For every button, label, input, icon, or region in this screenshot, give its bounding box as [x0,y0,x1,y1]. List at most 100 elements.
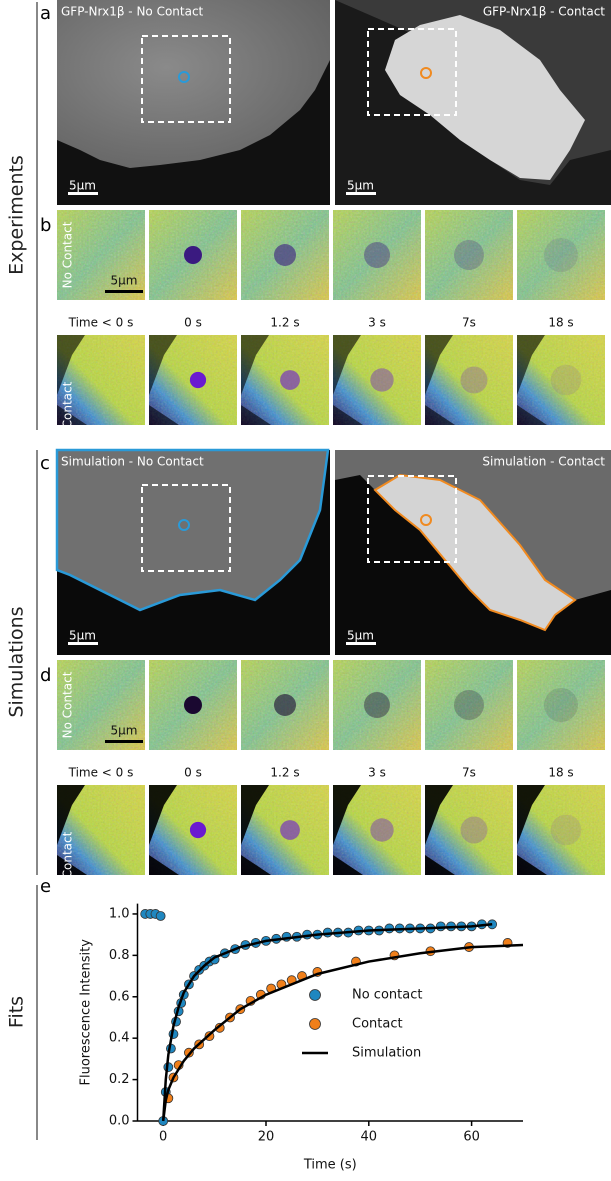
cell-edge [333,785,363,875]
scale-bar-label: 5μm [111,724,138,738]
image-panel [57,0,330,205]
image-panel [335,450,611,655]
bleach-spot [370,368,394,392]
time-label: Time < 0 s [68,316,134,330]
bleach-spot [280,820,300,840]
panel-title: GFP-Nrx1β - No Contact [61,5,204,19]
bleach-spot [274,694,296,716]
panel-title: Simulation - Contact [482,455,605,469]
time-label: 7s [462,316,476,330]
tile-noise [333,660,421,750]
scale-bar [105,740,143,743]
cell-edge [425,335,455,425]
legend-label: Contact [352,1017,403,1032]
bleach-spot [544,238,578,272]
chart: 0.0 0.2 0.4 0.6 0.8 1.0 0 20 40 60 Time (s) Fluores… [79,903,524,1173]
bleach-spot [184,246,202,264]
y-tick-label: 0.8 [109,948,130,963]
bleach-spot [189,821,207,839]
panel-title: GFP-Nrx1β - Contact [483,5,605,19]
bleach-spot [370,818,394,842]
bleach-spot [550,814,582,846]
image-panel [55,448,330,655]
panel-label: d [40,665,51,686]
cell-edge [241,335,271,425]
cell-edge [149,785,179,875]
panel-label: e [40,876,51,897]
tile-noise [425,660,513,750]
panel-label: c [40,453,50,474]
row-label: No Contact [61,221,75,288]
x-tick-label: 60 [463,1130,480,1145]
panel-label: b [40,215,51,236]
bleach-spot [274,244,296,266]
cell-edge [333,335,363,425]
cell-edge [57,785,87,875]
cell-edge [517,785,547,875]
bleach-spot [550,364,582,396]
bleach-spot [364,692,390,718]
time-label: 3 s [368,766,386,780]
time-label: Time < 0 s [68,766,134,780]
scale-bar-label: 5μm [69,629,96,643]
panel-title: Simulation - No Contact [61,455,204,469]
time-label: 0 s [184,316,202,330]
section-label: Simulations [6,606,28,717]
bleach-spot [189,371,207,389]
row-label: Contact [61,831,75,878]
cell-edge [57,335,87,425]
time-label: 3 s [368,316,386,330]
bleach-spot [544,688,578,722]
bleach-spot [454,690,484,720]
time-label: 1.2 s [270,766,299,780]
y-tick-label: 1.0 [109,906,130,921]
tile-noise [517,660,605,750]
x-tick-label: 0 [159,1130,167,1145]
cell-edge [241,785,271,875]
row-label: Contact [61,381,75,428]
tile-noise [57,210,145,300]
legend-label: No contact [352,988,422,1003]
bleach-spot [364,242,390,268]
bleach-spot [454,240,484,270]
scale-bar-label: 5μm [111,274,138,288]
x-axis-label: Time (s) [303,1158,357,1173]
tile-noise [517,210,605,300]
row-label: No Contact [61,671,75,738]
scale-bar-label: 5μm [69,179,96,193]
cell-edge [425,785,455,875]
tile-noise [333,210,421,300]
legend-swatch [309,989,321,1001]
y-tick-label: 0.4 [109,1031,130,1046]
legend-label: Simulation [352,1046,421,1061]
image-panel [335,0,611,205]
section-label: Experiments [6,155,28,275]
tile-noise [57,660,145,750]
scale-bar [105,290,143,293]
cell-edge [149,335,179,425]
panel-label: a [40,3,51,24]
x-tick-label: 20 [258,1130,275,1145]
x-tick-label: 40 [361,1130,378,1145]
tile-group: Time < 0 s 0 s 1.2 s 3 s 7s 18 s No Contact Con… [57,210,605,878]
tile-noise [425,210,513,300]
section-label: Fits [6,996,28,1028]
legend-swatch [309,1018,321,1030]
y-tick-label: 0.2 [109,1072,130,1087]
fit-line [161,923,524,1122]
scale-bar-label: 5μm [347,629,374,643]
time-label: 1.2 s [270,316,299,330]
cell-edge [517,335,547,425]
data-point [155,911,166,921]
time-label: 18 s [548,316,573,330]
bleach-spot [460,366,488,394]
bleach-spot [184,696,202,714]
time-label: 7s [462,766,476,780]
time-label: 18 s [548,766,573,780]
y-tick-label: 0.6 [109,989,130,1004]
y-axis-label: Fluorescence Intensity [79,939,94,1086]
bleach-spot [460,816,488,844]
y-tick-label: 0.0 [109,1114,130,1129]
time-label: 0 s [184,766,202,780]
